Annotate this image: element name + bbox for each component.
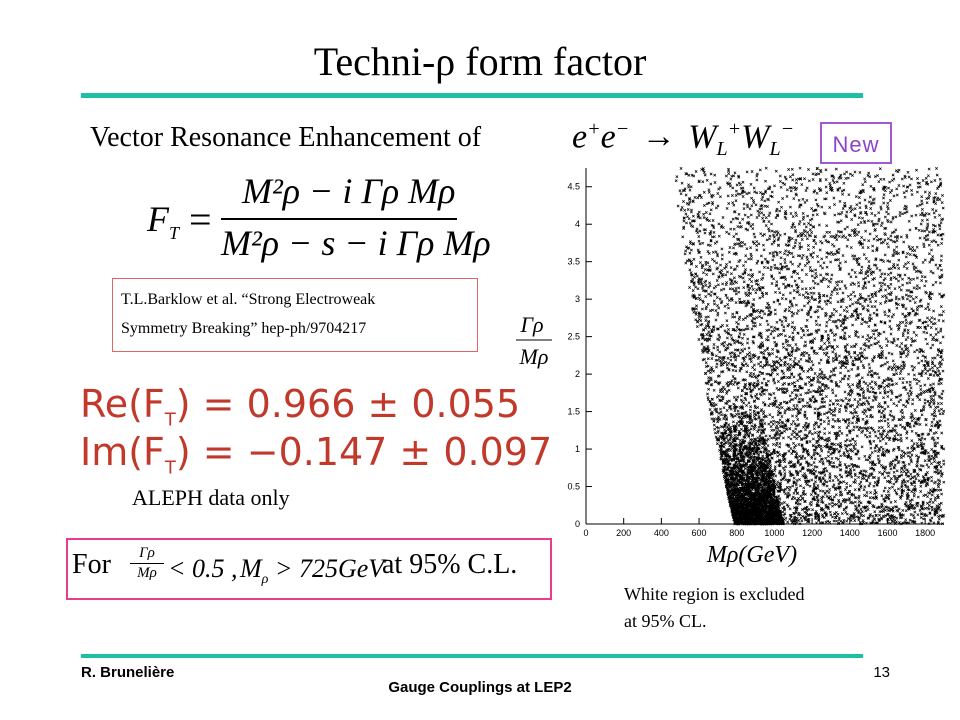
exclusion-note: White region is excluded at 95% CL. <box>624 581 884 635</box>
reference-line-2: Symmetry Breaking” hep-ph/9704217 <box>121 320 367 337</box>
reaction-rhs-w2: W <box>741 118 770 156</box>
footer-title: Gauge Couplings at LEP2 <box>388 679 572 696</box>
reference-box: T.L.Barklow et al. “Strong Electroweak S… <box>112 278 478 352</box>
aleph-note: ALEPH data only <box>132 485 290 510</box>
formula-denominator: M²ρ − s − i Γρ Mρ <box>221 223 491 263</box>
y-tick-label: 2.5 <box>567 332 580 342</box>
limit-frac-num: Γρ <box>139 545 155 561</box>
page-number: 13 <box>873 664 890 681</box>
re-result: Re(FT) = 0.966 ± 0.055 <box>80 382 521 431</box>
limit-prefix: For <box>72 549 111 580</box>
plot-axes: 0 0.5 1 1.5 2 2.5 3 3.5 4 4.5 0 200 400 600 800 1000 120… <box>516 168 944 568</box>
subtitle: Vector Resonance Enhancement of <box>90 122 482 153</box>
reaction-plus-2: + <box>727 118 742 140</box>
formula-lhs: FT <box>147 199 180 244</box>
reaction-sub-l2: L <box>769 138 781 161</box>
reaction-minus-2: − <box>780 118 795 140</box>
reaction-minus: − <box>615 118 630 140</box>
limit-condition-1: < 0.5 , <box>168 554 238 583</box>
exclusion-note-line-2: at 95% CL. <box>624 611 707 631</box>
x-tick-label: 1200 <box>802 528 822 538</box>
limit-frac-den: Mρ <box>137 565 157 581</box>
x-tick-label: 1000 <box>764 528 784 538</box>
formula-equals: = <box>189 197 212 242</box>
reaction-plus: + <box>587 118 601 140</box>
x-tick-label: 800 <box>729 528 744 538</box>
reaction-arrow: → <box>641 118 676 156</box>
title-divider <box>81 93 863 98</box>
slide-title: Techni-ρ form factor <box>313 39 647 84</box>
x-tick-label: 200 <box>616 528 631 538</box>
y-axis-label-den: Mρ <box>519 344 549 369</box>
x-tick-label: 600 <box>692 528 707 538</box>
x-tick-label: 400 <box>654 528 669 538</box>
reaction-sub-l1: L <box>716 138 728 161</box>
reaction-formula: e+e− → WL+WL− <box>572 118 794 161</box>
formula-numerator: M²ρ − i Γρ Mρ <box>242 171 456 211</box>
y-tick-label: 3 <box>575 294 580 304</box>
y-tick-label: 1.5 <box>567 407 580 417</box>
footer-author: R. Brunelière <box>81 664 175 681</box>
x-tick-label: 1800 <box>915 528 935 538</box>
y-tick-label: 4 <box>575 219 580 229</box>
y-tick-label: 4.5 <box>567 182 580 192</box>
y-tick-label: 2 <box>575 369 580 379</box>
reaction-lhs-e1: e <box>572 118 588 156</box>
exclusion-note-line-1: White region is excluded <box>624 584 805 604</box>
y-tick-label: 3.5 <box>567 257 580 267</box>
y-axis-label-num: Γρ <box>519 312 543 337</box>
limit-fraction: Γρ Mρ <box>130 545 164 582</box>
y-tick-label: 0.5 <box>567 482 580 492</box>
form-factor-formula: FT = M²ρ − i Γρ Mρ M²ρ − s − i Γρ Mρ <box>147 170 491 270</box>
y-tick-label: 0 <box>575 519 580 529</box>
x-axis-label: Mρ(GeV) <box>706 542 797 568</box>
reaction-rhs-w1: W <box>688 118 717 156</box>
limit-condition-2: Mρ > 725GeV <box>240 554 385 588</box>
limit-suffix: at 95% C.L. <box>382 549 518 580</box>
plot-marks <box>674 166 946 526</box>
formula-fraction-bar <box>221 218 457 220</box>
footer-divider <box>81 654 863 658</box>
limit-box <box>66 538 552 600</box>
new-badge: New <box>820 122 892 164</box>
scatter-points <box>674 166 946 526</box>
reaction-lhs-e2: e <box>600 118 616 156</box>
y-tick-label: 1 <box>575 444 580 454</box>
x-tick-label: 1600 <box>877 528 897 538</box>
x-tick-label: 1400 <box>840 528 860 538</box>
reference-line-1: T.L.Barklow et al. “Strong Electroweak <box>121 291 376 308</box>
exclusion-scatter-plot: 0 0.5 1 1.5 2 2.5 3 3.5 4 4.5 0 200 400 600 800 1000 120… <box>516 166 946 568</box>
im-result: Im(FT) = −0.147 ± 0.097 <box>80 430 553 479</box>
limit-frac-bar <box>130 563 164 564</box>
x-tick-label: 0 <box>583 528 588 538</box>
